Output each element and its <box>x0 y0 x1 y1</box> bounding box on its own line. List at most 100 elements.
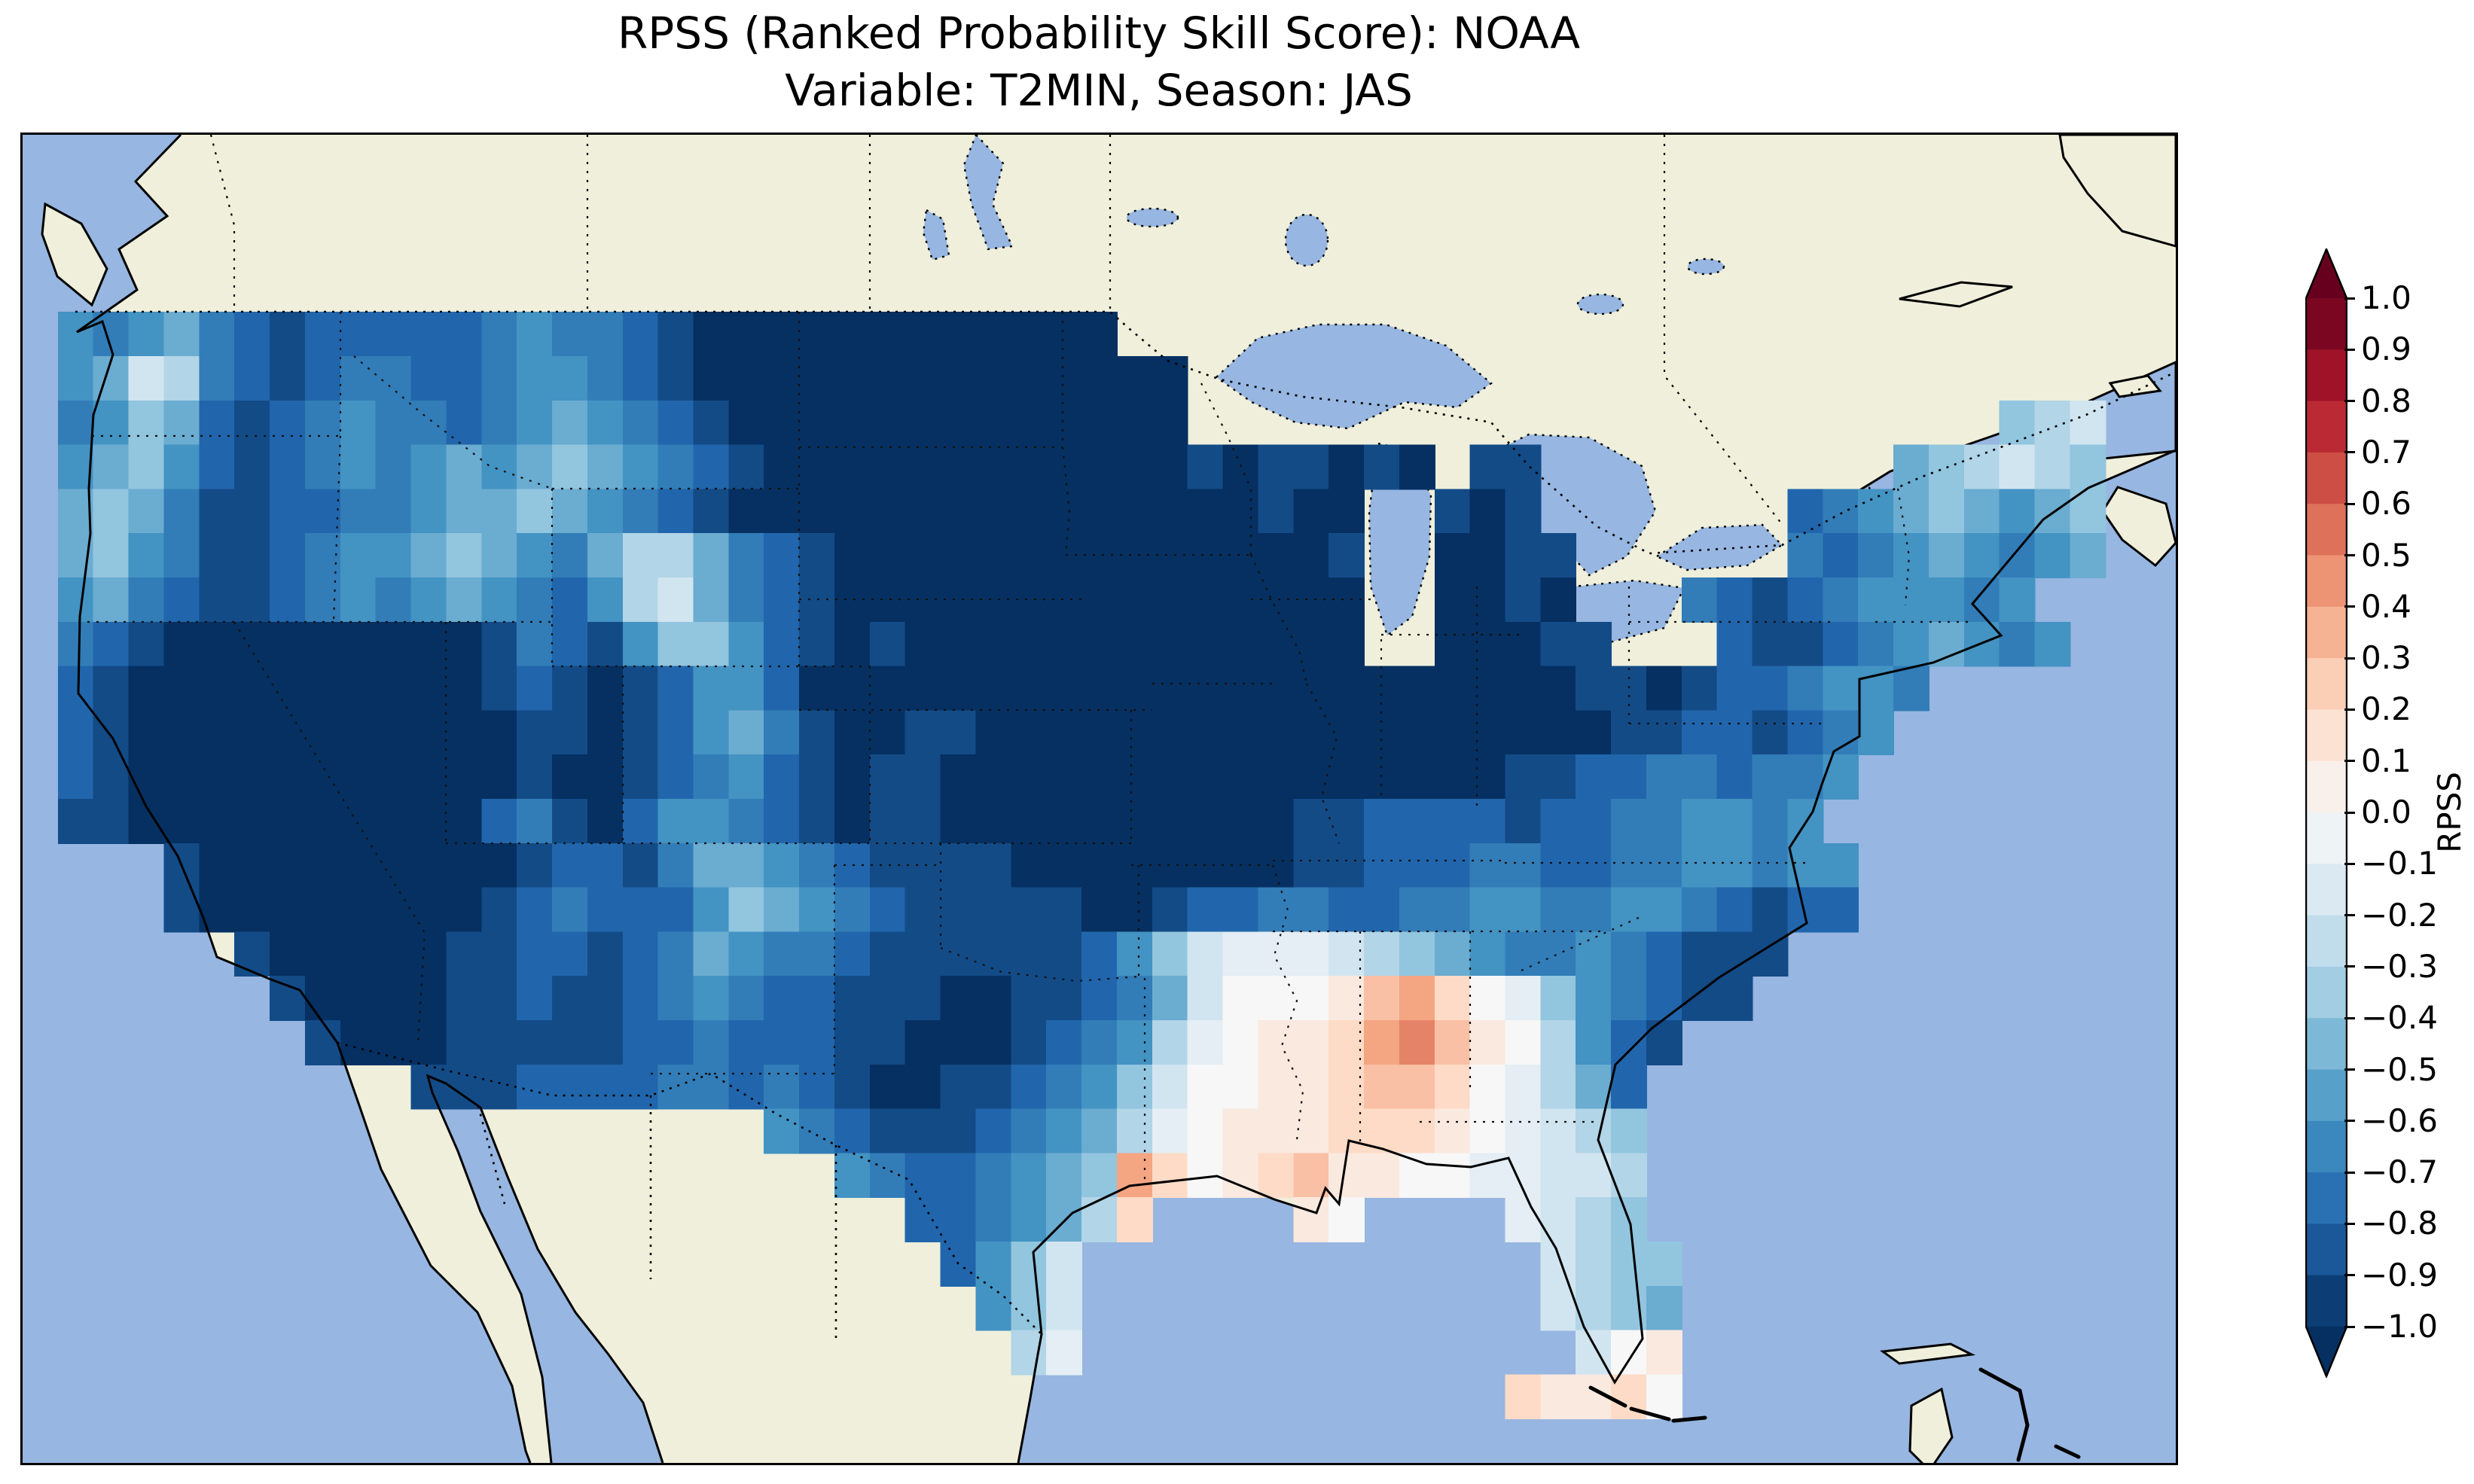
heatmap-layer <box>57 312 2106 1420</box>
heatmap-cell <box>128 710 165 756</box>
heatmap-cell <box>764 1020 801 1065</box>
heatmap-cell <box>1011 621 1048 667</box>
mexico-border <box>337 1041 1042 1339</box>
heatmap-cell <box>1611 1108 1647 1154</box>
heatmap-cell <box>1716 799 1753 844</box>
heatmap-cell <box>163 356 200 401</box>
heatmap-cell <box>410 1020 447 1065</box>
heatmap-cell <box>1681 577 1718 623</box>
colorbar-tick-mark <box>2344 914 2355 917</box>
heatmap-cell <box>1011 489 1048 535</box>
heatmap-cell <box>1046 1064 1083 1110</box>
heatmap-cell <box>446 754 483 800</box>
heatmap-cell <box>1576 1108 1612 1154</box>
heatmap-cell <box>904 533 941 578</box>
heatmap-cell <box>446 666 483 712</box>
heatmap-cell <box>1258 489 1295 535</box>
heatmap-cell <box>1116 356 1153 401</box>
colorbar-segment <box>2306 349 2347 402</box>
heatmap-cell <box>93 533 130 578</box>
heatmap-cell <box>869 799 906 844</box>
heatmap-cell <box>657 489 694 535</box>
heatmap-cell <box>1011 1064 1048 1110</box>
heatmap-cell <box>799 799 835 844</box>
heatmap-cell <box>270 710 306 756</box>
heatmap-cell <box>940 1064 977 1110</box>
heatmap-cell <box>234 931 271 977</box>
heatmap-cell <box>552 400 588 446</box>
heatmap-cell <box>57 799 94 844</box>
heatmap-cell <box>693 356 730 401</box>
heatmap-cell <box>1540 577 1577 623</box>
colorbar-tick-mark <box>2344 605 2355 608</box>
heatmap-cell <box>446 444 483 490</box>
heatmap-cell <box>940 312 977 357</box>
colorbar-tick-mark <box>2344 1222 2355 1225</box>
colorbar-tick-mark <box>2344 1274 2355 1277</box>
heatmap-cell <box>304 710 341 756</box>
heatmap-cell <box>1152 400 1188 446</box>
colorbar-segment <box>2306 1120 2347 1173</box>
heatmap-cell <box>93 710 130 756</box>
heatmap-cell <box>1293 489 1330 535</box>
heatmap-cell <box>375 400 412 446</box>
heatmap-cell <box>1046 843 1083 888</box>
heatmap-cell <box>657 356 694 401</box>
heatmap-cell <box>2034 489 2071 535</box>
heatmap-cell <box>375 444 412 490</box>
heatmap-cell <box>481 887 518 933</box>
heatmap-cell <box>1893 621 1929 667</box>
heatmap-cell <box>1646 931 1682 977</box>
heatmap-cell <box>234 312 271 357</box>
heatmap-cell <box>1011 356 1048 401</box>
heatmap-cell <box>940 887 977 933</box>
heatmap-cell <box>799 754 835 800</box>
heatmap-cell <box>517 444 554 490</box>
heatmap-cell <box>799 356 835 401</box>
heatmap-cell <box>128 356 165 401</box>
heatmap-cell <box>975 356 1012 401</box>
heatmap-cell <box>587 931 624 977</box>
heatmap-cell <box>799 887 835 933</box>
heatmap-cell <box>1187 799 1224 844</box>
heatmap-cell <box>517 843 554 888</box>
heatmap-cell <box>975 312 1012 357</box>
heatmap-cell <box>270 931 306 977</box>
quebec-lake-1 <box>1576 293 1624 315</box>
heatmap-cell <box>1469 1064 1506 1110</box>
heatmap-cell <box>869 1108 906 1154</box>
heatmap-cell <box>587 710 624 756</box>
heatmap-cell <box>1081 444 1118 490</box>
heatmap-cell <box>587 754 624 800</box>
heatmap-cell <box>940 489 977 535</box>
heatmap-cell <box>869 533 906 578</box>
heatmap-cell <box>693 887 730 933</box>
heatmap-cell <box>1752 666 1789 712</box>
heatmap-cell <box>587 400 624 446</box>
lake-nipigon <box>1284 213 1329 267</box>
heatmap-cell <box>1752 710 1789 756</box>
heatmap-cell <box>1646 887 1682 933</box>
heatmap-cell <box>1364 754 1400 800</box>
heatmap-cell <box>1293 887 1330 933</box>
heatmap-cell <box>869 621 906 667</box>
heatmap-cell <box>869 843 906 888</box>
heatmap-cell <box>1011 931 1048 977</box>
heatmap-cell <box>410 400 447 446</box>
heatmap-cell <box>1928 621 1965 667</box>
heatmap-cell <box>552 666 588 712</box>
heatmap-cell <box>622 1020 659 1065</box>
heatmap-cell <box>375 754 412 800</box>
heatmap-cell <box>764 533 801 578</box>
heatmap-cell <box>1011 976 1048 1021</box>
heatmap-cell <box>1187 754 1224 800</box>
heatmap-cell <box>1611 799 1647 844</box>
heatmap-cell <box>1187 887 1224 933</box>
heatmap-cell <box>270 621 306 667</box>
heatmap-cell <box>1787 621 1824 667</box>
heatmap-cell <box>1505 1064 1542 1110</box>
heatmap-cell <box>552 1020 588 1065</box>
colorbar-tick-label: 0.8 <box>2361 382 2411 419</box>
heatmap-cell <box>1611 710 1647 756</box>
heatmap-cell <box>1293 843 1330 888</box>
